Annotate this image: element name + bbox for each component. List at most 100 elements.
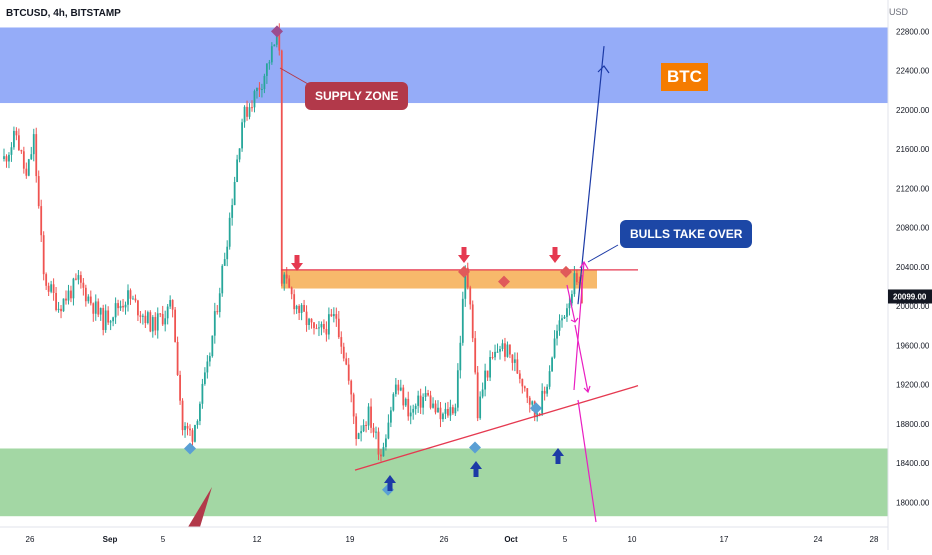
candle-body bbox=[513, 359, 516, 363]
diamond-marker bbox=[498, 275, 510, 288]
last-price-label: 20099.00 bbox=[893, 292, 927, 301]
candle-body bbox=[169, 300, 172, 307]
candle-body bbox=[352, 394, 355, 417]
candle-body bbox=[231, 205, 234, 218]
time-tick-label: 19 bbox=[346, 535, 355, 544]
candle-body bbox=[496, 351, 499, 353]
candle-body bbox=[407, 398, 410, 417]
candle-body bbox=[213, 311, 216, 336]
resistance-box bbox=[281, 269, 597, 289]
candle-body bbox=[469, 287, 472, 305]
bulls-callout-pointer bbox=[587, 244, 619, 263]
candle-body bbox=[509, 344, 511, 355]
candle-body bbox=[223, 259, 226, 266]
candle-body bbox=[434, 403, 437, 413]
candle-body bbox=[365, 424, 367, 426]
candle-body bbox=[429, 395, 432, 408]
candle-body bbox=[382, 447, 385, 457]
candle-body bbox=[67, 290, 70, 301]
candle-body bbox=[518, 373, 521, 379]
candle-body bbox=[439, 407, 442, 420]
candle-body bbox=[134, 298, 137, 301]
candle-body bbox=[571, 294, 573, 304]
candle-body bbox=[444, 408, 447, 414]
candle-body bbox=[523, 386, 526, 389]
candle-body bbox=[15, 130, 18, 136]
candle-body bbox=[563, 316, 566, 319]
downside-projection-line bbox=[577, 399, 597, 523]
candle-body bbox=[94, 301, 97, 314]
candle-body bbox=[263, 75, 266, 90]
candle-body bbox=[476, 372, 479, 419]
candle-body bbox=[543, 390, 546, 394]
candle-body bbox=[99, 308, 102, 315]
time-tick-label: 28 bbox=[870, 535, 879, 544]
diamond-marker bbox=[530, 402, 542, 415]
candle-body bbox=[491, 356, 494, 358]
candle-body bbox=[119, 305, 122, 309]
candle-body bbox=[122, 305, 124, 308]
candle-body bbox=[546, 386, 549, 394]
candle-body bbox=[409, 412, 412, 417]
candle-body bbox=[323, 324, 325, 329]
candle-body bbox=[283, 274, 286, 284]
candle-body bbox=[3, 156, 5, 159]
pointer-fragment bbox=[188, 487, 212, 527]
candle-body bbox=[62, 298, 65, 312]
candle-body bbox=[176, 341, 179, 375]
candle-body bbox=[203, 372, 206, 384]
candle-body bbox=[327, 314, 330, 335]
candle-body bbox=[526, 388, 529, 398]
candle-body bbox=[228, 217, 231, 247]
candle-body bbox=[137, 300, 139, 316]
candle-body bbox=[201, 383, 204, 404]
markers-layer bbox=[184, 25, 572, 496]
candle-body bbox=[504, 343, 506, 357]
candle-body bbox=[568, 303, 571, 309]
candle-body bbox=[293, 294, 296, 310]
candle-body bbox=[186, 425, 189, 429]
symbol-label: BTCUSD, 4h, BITSTAMP bbox=[6, 8, 121, 19]
candle-body bbox=[30, 154, 33, 160]
candle-body bbox=[315, 328, 318, 330]
candle-body bbox=[367, 406, 370, 426]
candle-body bbox=[298, 305, 301, 313]
candle-body bbox=[258, 87, 261, 90]
time-tick-label: Oct bbox=[504, 535, 518, 544]
time-tick-label: 10 bbox=[628, 535, 637, 544]
supply-zone bbox=[0, 27, 888, 104]
diamond-marker bbox=[271, 25, 283, 38]
target-projection-line bbox=[577, 46, 605, 305]
candle-body bbox=[179, 374, 181, 401]
candle-body bbox=[335, 314, 338, 319]
price-tick-label: 22000.00 bbox=[896, 106, 930, 115]
candle-body bbox=[270, 46, 273, 63]
candle-body bbox=[427, 393, 429, 396]
candle-body bbox=[72, 278, 75, 299]
candle-body bbox=[107, 310, 110, 323]
down-arrow-marker bbox=[549, 247, 561, 263]
time-axis[interactable]: 26 Sep 5 12 19 26 Oct 5 10 17 24 28 bbox=[0, 526, 888, 544]
candle-body bbox=[370, 406, 372, 428]
candle-body bbox=[238, 148, 241, 160]
candle-body bbox=[360, 431, 363, 434]
candle-body bbox=[141, 315, 144, 317]
candle-body bbox=[397, 384, 400, 391]
candle-body bbox=[236, 159, 239, 182]
candle-body bbox=[285, 274, 288, 279]
candle-body bbox=[55, 292, 57, 310]
up-arrow-marker bbox=[384, 475, 396, 491]
candle-body bbox=[345, 358, 348, 365]
candle-body bbox=[35, 134, 38, 177]
candle-body bbox=[184, 425, 186, 431]
candle-body bbox=[273, 44, 276, 47]
candle-body bbox=[551, 357, 553, 372]
down-arrow-marker bbox=[458, 247, 470, 263]
price-axis[interactable]: 18000.00 18400.00 18800.00 19200.00 19600.00… bbox=[887, 0, 932, 550]
candle-body bbox=[511, 354, 514, 363]
candle-body bbox=[5, 156, 8, 162]
candle-body bbox=[449, 407, 452, 416]
candle-body bbox=[268, 62, 271, 64]
candle-body bbox=[499, 348, 501, 352]
